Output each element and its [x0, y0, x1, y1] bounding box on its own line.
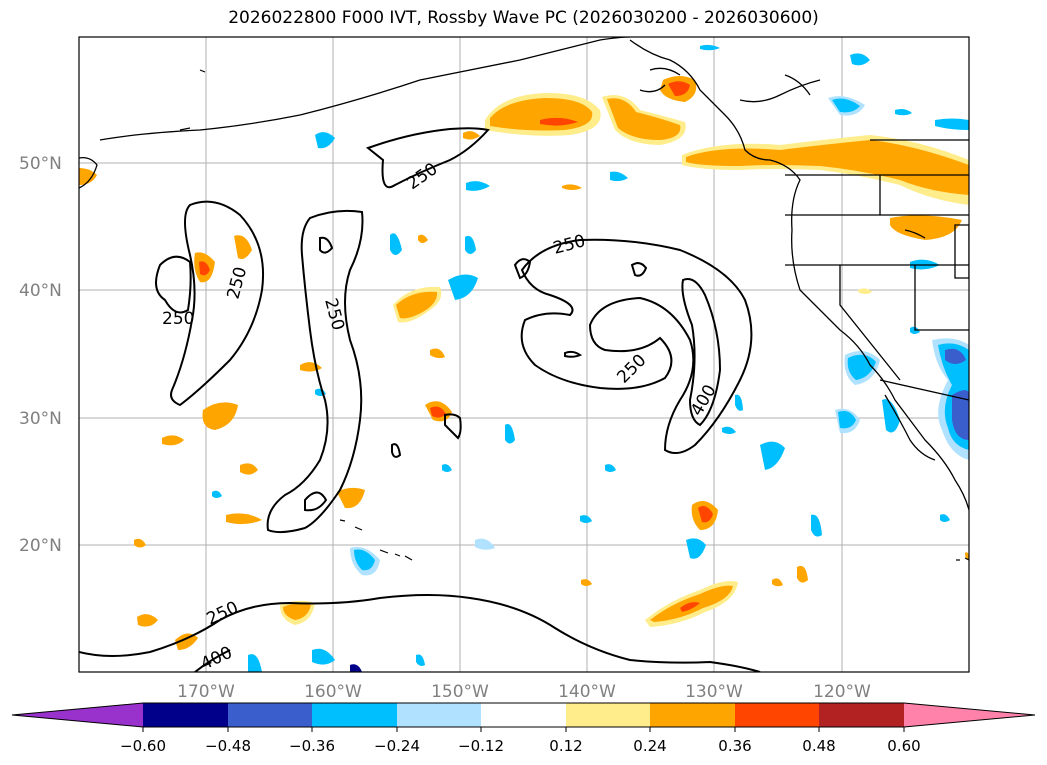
- colorbar-tick-label: −0.60: [120, 737, 166, 755]
- lon-label: 130°W: [685, 682, 743, 702]
- positive-anomalies: [79, 76, 969, 650]
- colorbar-segment: [143, 703, 228, 727]
- contour-label: 250: [162, 309, 194, 329]
- colorbar-segment: [228, 703, 312, 727]
- colorbar-segment: [566, 703, 650, 727]
- lon-label: 140°W: [558, 682, 616, 702]
- colorbar-segment: [819, 703, 904, 727]
- map-frame: [78, 36, 970, 673]
- latitude-labels: 50°N 40°N 30°N 20°N: [19, 154, 62, 556]
- longitude-labels: 170°W 160°W 150°W 140°W 130°W 120°W: [177, 682, 871, 702]
- colorbar-segment: [481, 703, 566, 727]
- colorbar-segment: [650, 703, 735, 727]
- colorbar-extend-left: [12, 703, 143, 727]
- islands: [179, 69, 969, 561]
- colorbar-segment: [397, 703, 481, 727]
- contour-lines: [79, 127, 761, 672]
- lat-label: 30°N: [19, 409, 62, 429]
- lon-label: 150°W: [431, 682, 489, 702]
- lat-label: 40°N: [19, 281, 62, 301]
- lon-label: 120°W: [813, 682, 871, 702]
- colorbar-tick-label: −0.48: [205, 737, 251, 755]
- colorbar: −0.60 −0.48 −0.36 −0.24 −0.12 0.12 0.24 …: [11, 702, 1036, 755]
- colorbar-tick-label: −0.12: [458, 737, 504, 755]
- colorbar-tick-label: −0.36: [289, 737, 335, 755]
- colorbar-tick-label: 0.36: [718, 737, 751, 755]
- negative-anomalies: [212, 44, 969, 672]
- colorbar-tick-label: −0.24: [374, 737, 420, 755]
- map-title: 2026022800 F000 IVT, Rossby Wave PC (202…: [228, 8, 819, 28]
- lat-label: 50°N: [19, 154, 62, 174]
- colorbar-segment: [735, 703, 819, 727]
- coastlines: [79, 37, 969, 511]
- colorbar-tick-label: 0.60: [887, 737, 920, 755]
- colorbar-tick-label: 0.12: [549, 737, 582, 755]
- colorbar-tick-label: 0.24: [633, 737, 666, 755]
- colorbar-extend-right: [904, 703, 1035, 727]
- lon-label: 160°W: [304, 682, 362, 702]
- colorbar-segment: [312, 703, 397, 727]
- colorbar-tick-label: 0.48: [802, 737, 835, 755]
- lat-label: 20°N: [19, 536, 62, 556]
- lon-label: 170°W: [177, 682, 235, 702]
